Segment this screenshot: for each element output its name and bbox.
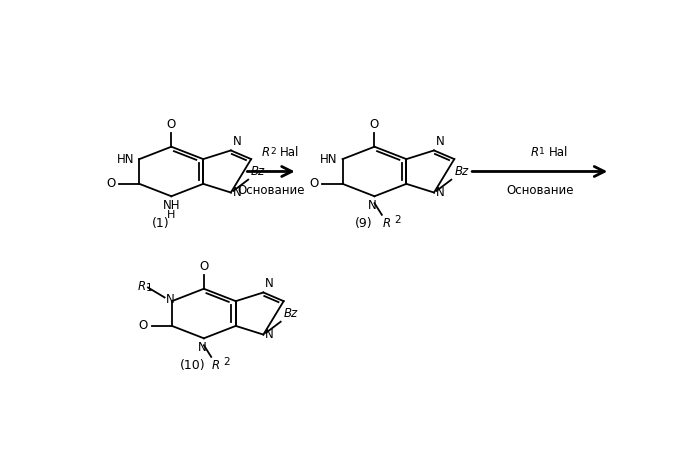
Text: N: N: [265, 328, 274, 341]
Text: R: R: [212, 359, 220, 372]
Text: N: N: [265, 277, 274, 290]
Text: N: N: [166, 293, 175, 307]
Text: H: H: [167, 210, 175, 220]
Text: Bz: Bz: [284, 307, 298, 320]
Text: O: O: [167, 118, 176, 131]
Text: Bz: Bz: [251, 165, 265, 178]
Text: NH: NH: [163, 199, 180, 212]
Text: 1: 1: [145, 283, 152, 293]
Text: HN: HN: [319, 153, 337, 166]
Text: R: R: [531, 146, 539, 159]
Text: 2: 2: [224, 357, 231, 367]
Text: O: O: [199, 260, 208, 272]
Text: HN: HN: [117, 153, 134, 166]
Text: (9): (9): [354, 217, 373, 230]
Text: Hal: Hal: [549, 146, 568, 159]
Text: N: N: [368, 199, 377, 212]
Text: R: R: [262, 146, 270, 159]
Text: O: O: [310, 177, 319, 190]
Text: N: N: [233, 186, 241, 199]
Text: (1): (1): [152, 217, 169, 230]
Text: R: R: [137, 280, 145, 293]
Text: O: O: [106, 177, 115, 190]
Text: R: R: [382, 217, 391, 230]
Text: O: O: [138, 319, 148, 333]
Text: N: N: [198, 341, 206, 354]
Text: 2: 2: [270, 147, 275, 156]
Text: Bz: Bz: [454, 165, 468, 178]
Text: (10): (10): [180, 359, 206, 372]
Text: Hal: Hal: [280, 146, 299, 159]
Text: Основание: Основание: [506, 184, 573, 196]
Text: N: N: [233, 135, 241, 148]
Text: N: N: [436, 135, 445, 148]
Text: O: O: [370, 118, 379, 131]
Text: Основание: Основание: [237, 184, 305, 196]
Text: 1: 1: [539, 147, 545, 156]
Text: 2: 2: [394, 215, 401, 225]
Text: N: N: [436, 186, 445, 199]
